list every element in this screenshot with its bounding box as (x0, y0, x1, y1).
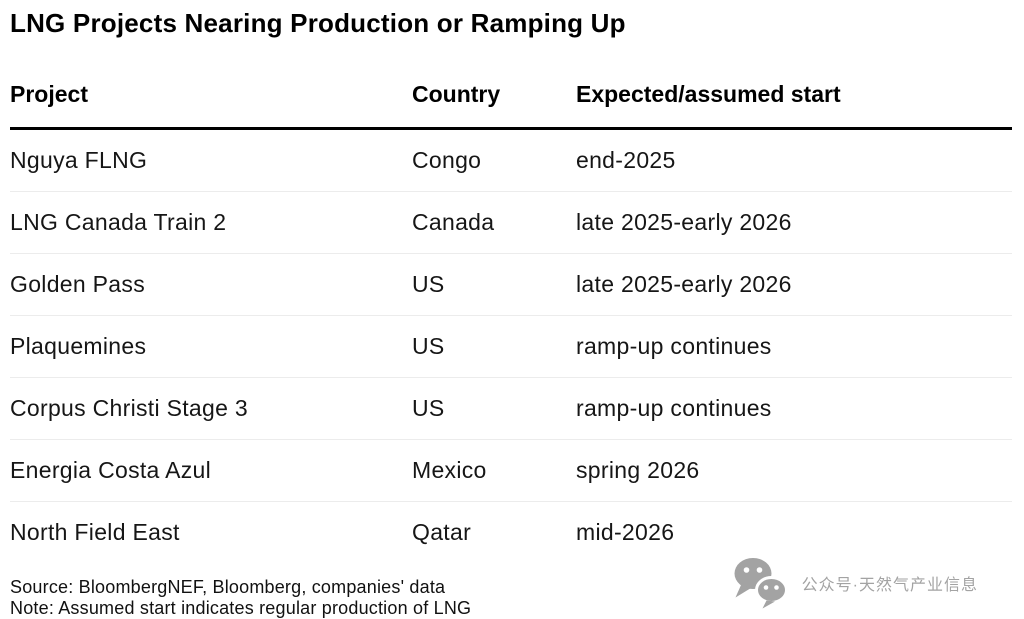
cell-country: Mexico (412, 439, 576, 502)
cell-project: North Field East (10, 501, 412, 563)
cell-start: end-2025 (576, 147, 676, 173)
cell-start: late 2025-early 2026 (576, 253, 1012, 316)
cell-start: ramp-up continues (576, 315, 1012, 378)
cell-country: Canada (412, 191, 576, 254)
col-header-country: Country (412, 81, 576, 130)
wechat-icon (732, 557, 789, 609)
cell-project: Corpus Christi Stage 3 (10, 377, 412, 440)
table-row: LNG Canada Train 2 Canada late 2025-earl… (10, 191, 1012, 254)
page-title: LNG Projects Nearing Production or Rampi… (10, 8, 626, 38)
table-row: North Field East Qatar mid-2026 (10, 501, 1012, 563)
table-row: Golden Pass US late 2025-early 2026 (10, 253, 1012, 316)
cell-start: late 2025-early 2026 (576, 191, 1012, 254)
source-text: Source: BloombergNEF, Bloomberg, compani… (10, 577, 446, 597)
col-header-project: Project (10, 81, 412, 130)
cell-country: US (412, 377, 576, 440)
header-row: Project Country Expected/assumed start (10, 81, 1012, 130)
cell-country: Congo (412, 147, 482, 173)
cell-project: LNG Canada Train 2 (10, 191, 412, 254)
table-row: Nguya FLNG Congo end-2025 (10, 129, 1012, 192)
cell-project: Golden Pass (10, 253, 412, 316)
cell-country: US (412, 315, 576, 378)
cell-country: Qatar (412, 501, 576, 563)
table-row: Corpus Christi Stage 3 US ramp-up contin… (10, 377, 1012, 440)
projects-table: Project Country Expected/assumed start N… (10, 81, 1012, 563)
footer: Source: BloombergNEF, Bloomberg, compani… (10, 577, 1012, 619)
cell-start: ramp-up continues (576, 377, 1012, 440)
watermark: 公众号·天然气产业信息 (732, 557, 978, 609)
table-body: Nguya FLNG Congo end-2025 LNG Canada Tra… (10, 129, 1012, 563)
col-header-expected-start: Expected/assumed start (576, 81, 1012, 130)
cell-start: mid-2026 (576, 501, 1012, 563)
watermark-label: 公众号·天然气产业信息 (801, 577, 978, 594)
cell-project: Nguya FLNG (10, 147, 148, 173)
table-row: Plaquemines US ramp-up continues (10, 315, 1012, 378)
cell-start: spring 2026 (576, 439, 1012, 502)
cell-project: Plaquemines (10, 315, 412, 378)
cell-country: US (412, 253, 576, 316)
note-text: Note: Assumed start indicates regular pr… (10, 598, 472, 618)
table-row: Energia Costa Azul Mexico spring 2026 (10, 439, 1012, 502)
cell-project: Energia Costa Azul (10, 439, 412, 502)
